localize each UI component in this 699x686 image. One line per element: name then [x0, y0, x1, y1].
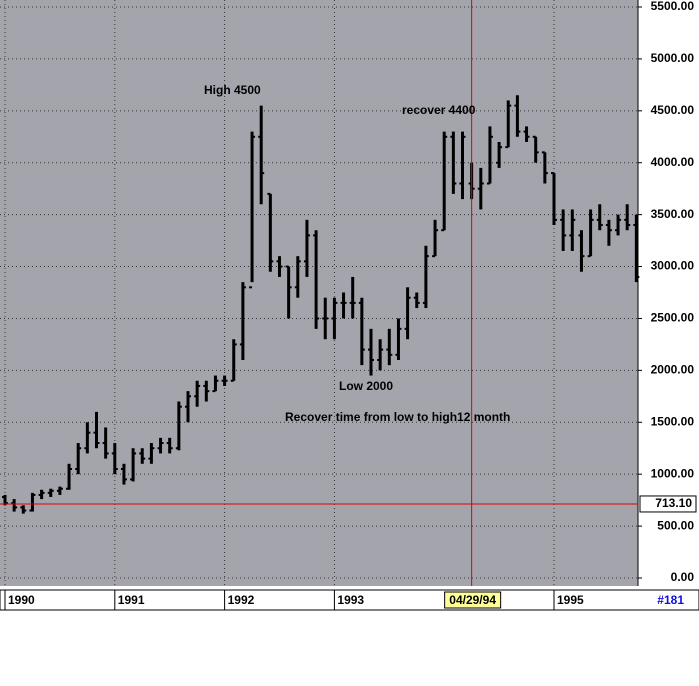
crosshair-date: 04/29/94 [449, 593, 496, 607]
crosshair-date-box [444, 591, 502, 609]
crosshair-value: 713.10 [655, 496, 692, 510]
y-tick-label: 3500.00 [651, 207, 695, 221]
y-tick-label: 4000.00 [651, 155, 695, 169]
annotation: High 4500 [204, 83, 261, 97]
y-tick-label: 2000.00 [651, 363, 695, 377]
plot-area [0, 0, 638, 586]
x-tick-label: 1991 [118, 593, 145, 607]
x-axis-strip [0, 589, 699, 611]
x-tick-label: 1990 [8, 593, 35, 607]
x-tick-label: 1992 [228, 593, 255, 607]
y-tick-label: 5500.00 [651, 0, 695, 13]
y-tick-label: 1000.00 [651, 466, 695, 480]
y-tick-label: 1500.00 [651, 414, 695, 428]
y-tick-label: 0.00 [671, 570, 695, 584]
x-tick-label: 1993 [337, 593, 364, 607]
annotation: Recover time from low to high12 month [285, 410, 510, 424]
x-tick-label: 1995 [557, 593, 584, 607]
annotation: recover 4400 [402, 103, 476, 117]
bar-count: #181 [657, 593, 684, 607]
y-tick-label: 4500.00 [651, 103, 695, 117]
annotation: Low 2000 [339, 379, 393, 393]
crosshair-value-box [639, 495, 697, 513]
y-tick-label: 2500.00 [651, 311, 695, 325]
y-tick-label: 5000.00 [651, 51, 695, 65]
y-tick-label: 500.00 [657, 518, 694, 532]
y-tick-label: 3000.00 [651, 259, 695, 273]
